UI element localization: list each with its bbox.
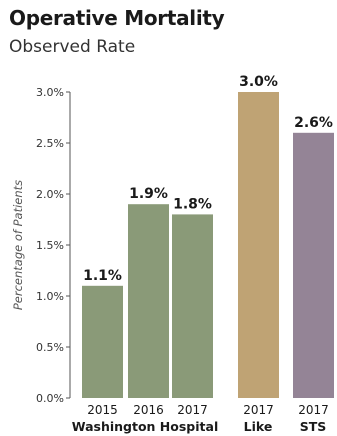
bar[interactable]	[82, 285, 123, 398]
bar[interactable]	[293, 132, 334, 399]
y-tick-label: 0.5%	[36, 341, 64, 354]
y-tick-label: 1.0%	[36, 290, 64, 303]
y-tick-label: 2.5%	[36, 137, 64, 150]
y-tick-label: 1.5%	[36, 239, 64, 252]
bar[interactable]	[238, 92, 279, 398]
y-tick-label: 0.0%	[36, 392, 64, 405]
chart-subtitle: Observed Rate	[9, 37, 136, 57]
x-tick-label: 2017	[177, 403, 208, 417]
x-tick-label: 2017	[243, 403, 274, 417]
bar[interactable]	[128, 204, 169, 398]
bar-value-label: 2.6%	[294, 115, 333, 131]
bar[interactable]	[172, 214, 213, 398]
group-label: STS	[300, 419, 327, 434]
group-label: Like	[244, 419, 273, 434]
bar-value-label: 1.9%	[129, 186, 168, 202]
bar-value-label: 1.1%	[83, 268, 122, 284]
y-axis-title: Percentage of Patients	[11, 180, 25, 310]
x-tick-label: 2016	[133, 403, 164, 417]
x-tick-label: 2015	[87, 403, 118, 417]
chart-title: Operative Mortality	[9, 6, 225, 30]
bar-value-label: 3.0%	[239, 74, 278, 90]
x-tick-label: 2017	[298, 403, 329, 417]
y-tick-label: 3.0%	[36, 86, 64, 99]
bar-value-label: 1.8%	[173, 196, 212, 212]
y-tick-label: 2.0%	[36, 188, 64, 201]
group-label: Washington Hospital	[72, 419, 218, 434]
